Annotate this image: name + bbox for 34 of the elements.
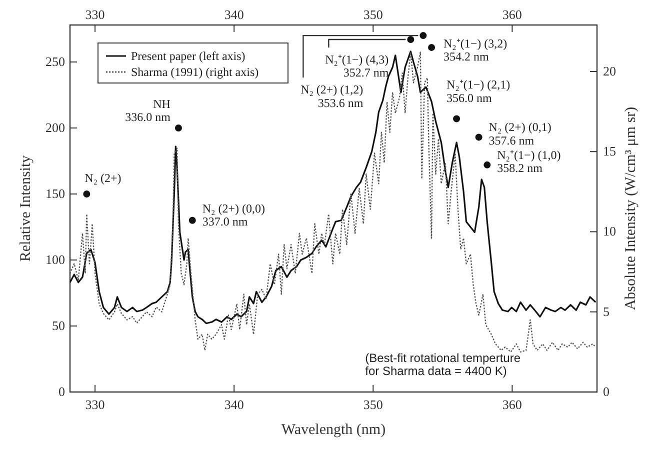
y-tick-label: 50 (52, 318, 65, 333)
y-tick-label: 200 (46, 120, 65, 135)
y-tick-label: 250 (46, 54, 65, 69)
annotation: NH 336.0 nm (125, 96, 172, 124)
y2-tick-label: 10 (603, 224, 616, 239)
legend-label: Sharma (1991) (right axis) (131, 65, 259, 79)
x-tick-label: 350 (363, 7, 383, 22)
x-tick-label: 340 (224, 7, 244, 22)
x-tick-label: 330 (85, 7, 105, 22)
y-tick-label: 150 (46, 186, 65, 201)
y2-tick-label: 15 (603, 144, 616, 159)
x2-tick-label: 350 (363, 397, 383, 412)
annotation: N₂ (2+) (84, 170, 122, 185)
annotation: (Best-fit rotational temperture for Sharma data = 4400 K) (365, 351, 521, 378)
x2-tick-label: 330 (85, 397, 105, 412)
x2-tick-label: 360 (502, 397, 522, 412)
annotation: N₂⁺(1−) (1,0) 358.2 nm (497, 148, 561, 176)
y2-axis-title: Absolute Intensity (W/cm³ μm sr) (623, 106, 639, 310)
y-axis-title: Relative Intensity (18, 154, 34, 262)
annotation: N₂ (2+) (0,1) 357.6 nm (488, 120, 552, 148)
y-tick-label: 0 (58, 384, 65, 399)
y-tick-label: 100 (46, 252, 65, 267)
x-axis-title: Wavelength (nm) (281, 422, 386, 438)
legend-label: Present paper (left axis) (131, 49, 246, 63)
x2-tick-label: 340 (224, 397, 244, 412)
x-tick-label: 360 (502, 7, 522, 22)
annotation: N₂⁺(1−) (2,1) 356.0 nm (446, 78, 510, 105)
y2-tick-label: 0 (603, 384, 610, 399)
annotation: N₂ (2+) (1,2) 353.6 nm (300, 82, 364, 110)
annotation: N₂ (2+) (0,0) 337.0 nm (202, 201, 265, 229)
y2-tick-label: 5 (603, 304, 610, 319)
annotation: N₂⁺(1−) (4,3) 352.7 nm (325, 52, 390, 80)
y2-tick-label: 20 (603, 63, 616, 78)
annotation: N₂⁺(1−) (3,2) 354.2 nm (444, 36, 508, 64)
